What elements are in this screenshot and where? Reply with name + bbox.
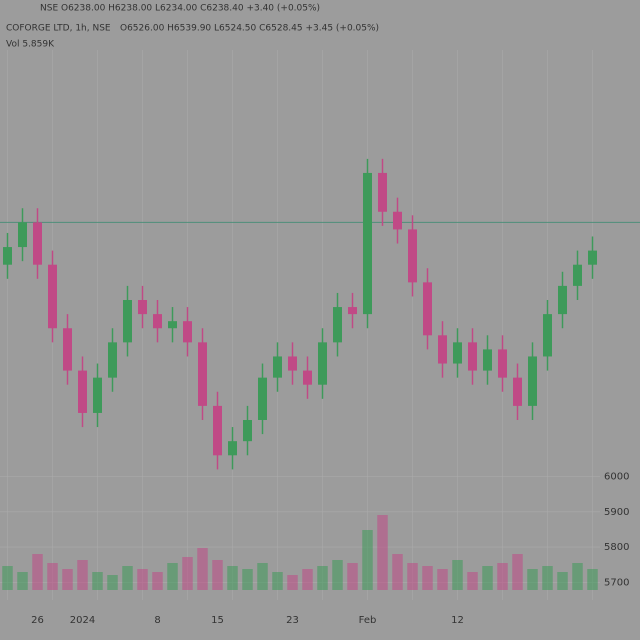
candle-body bbox=[468, 342, 477, 371]
volume-bar bbox=[542, 566, 553, 590]
candle-body bbox=[108, 342, 117, 378]
x-tick-label: 23 bbox=[286, 615, 299, 626]
candle-body bbox=[423, 282, 432, 336]
volume-bar bbox=[242, 569, 253, 590]
volume-bar bbox=[497, 563, 508, 590]
volume-label: Vol 5.859K bbox=[6, 40, 55, 50]
candle-body bbox=[258, 377, 267, 420]
candle-body bbox=[513, 377, 522, 406]
volume-bar bbox=[317, 566, 328, 590]
volume-bar bbox=[572, 563, 583, 590]
volume-bar bbox=[557, 572, 568, 590]
volume-bar bbox=[257, 563, 268, 590]
candle-body bbox=[558, 285, 567, 315]
volume-bar bbox=[332, 560, 343, 590]
volume-bar bbox=[287, 575, 298, 590]
candle-body bbox=[78, 370, 87, 413]
candle-body bbox=[213, 405, 222, 456]
volume-bar bbox=[302, 569, 313, 590]
candle-body bbox=[63, 328, 72, 371]
volume-bar bbox=[587, 569, 598, 590]
volume-bar bbox=[62, 569, 73, 590]
volume-bar bbox=[272, 572, 283, 590]
candle-body bbox=[483, 349, 492, 371]
volume-bar bbox=[452, 560, 463, 590]
header-line: NSE O6238.00 H6238.00 L6234.00 C6238.40 … bbox=[40, 4, 320, 14]
ohlc: O6526.00 H6539.90 L6524.50 C6528.45 +3.4… bbox=[120, 24, 379, 34]
x-tick-label: 15 bbox=[211, 615, 224, 626]
volume-bar bbox=[167, 563, 178, 590]
volume-bar bbox=[152, 572, 163, 590]
candle-body bbox=[123, 300, 132, 343]
candle-body bbox=[243, 420, 252, 442]
volume-bar bbox=[422, 566, 433, 590]
volume-bar bbox=[512, 554, 523, 590]
volume-bar bbox=[122, 566, 133, 590]
volume-bar bbox=[527, 569, 538, 590]
candle-body bbox=[348, 307, 357, 315]
candle-body bbox=[273, 356, 282, 378]
volume-bar bbox=[212, 560, 223, 590]
x-tick-label: Feb bbox=[359, 615, 377, 626]
candle-body bbox=[3, 247, 12, 265]
x-tick-label: 8 bbox=[154, 615, 160, 626]
candle-body bbox=[528, 356, 537, 406]
candle-body bbox=[453, 342, 462, 364]
candle-body bbox=[438, 335, 447, 364]
volume-bar bbox=[182, 557, 193, 590]
candle-body bbox=[93, 377, 102, 413]
candle-body bbox=[228, 441, 237, 456]
symbol: COFORGE LTD, 1h, NSE bbox=[6, 24, 111, 34]
candle-body bbox=[318, 342, 327, 385]
volume-bar bbox=[107, 575, 118, 590]
candle-body bbox=[588, 250, 597, 265]
candle-body bbox=[138, 300, 147, 315]
y-tick-label: 6000 bbox=[604, 471, 629, 482]
volume-bar bbox=[362, 530, 373, 590]
candle-body bbox=[543, 314, 552, 357]
volume-bar bbox=[137, 569, 148, 590]
candle-body bbox=[573, 264, 582, 286]
candle-body bbox=[498, 349, 507, 378]
candle-body bbox=[378, 172, 387, 212]
y-tick-label: 5700 bbox=[604, 577, 629, 588]
candle-body bbox=[288, 356, 297, 371]
candle-body bbox=[33, 222, 42, 265]
candle-body bbox=[153, 314, 162, 329]
volume-bar bbox=[32, 554, 43, 590]
volume-bar bbox=[437, 569, 448, 590]
x-tick-label: 26 bbox=[31, 615, 44, 626]
y-tick-label: 5900 bbox=[604, 507, 629, 518]
volume-bar bbox=[467, 572, 478, 590]
volume-bar bbox=[77, 560, 88, 590]
volume-bar bbox=[2, 566, 13, 590]
volume-bar bbox=[377, 515, 388, 590]
volume-bar bbox=[47, 563, 58, 590]
x-tick-label: 2024 bbox=[70, 615, 95, 626]
volume-bar bbox=[17, 572, 28, 590]
volume-bar bbox=[482, 566, 493, 590]
y-tick-label: 5800 bbox=[604, 542, 629, 553]
volume-bar bbox=[197, 548, 208, 590]
volume-bar bbox=[347, 563, 358, 590]
candle-body bbox=[18, 222, 27, 248]
candle-body bbox=[393, 211, 402, 230]
candle-body bbox=[48, 264, 57, 329]
volume-bar bbox=[392, 554, 403, 590]
x-tick-label: 12 bbox=[451, 615, 464, 626]
candle-body bbox=[408, 229, 417, 283]
candle-body bbox=[183, 321, 192, 343]
candle-body bbox=[333, 307, 342, 343]
candle-body bbox=[363, 172, 372, 315]
volume-bar bbox=[407, 563, 418, 590]
volume-bar bbox=[227, 566, 238, 590]
candle-body bbox=[303, 370, 312, 385]
candle-body bbox=[168, 321, 177, 329]
candle-body bbox=[198, 342, 207, 406]
volume-bar bbox=[92, 572, 103, 590]
